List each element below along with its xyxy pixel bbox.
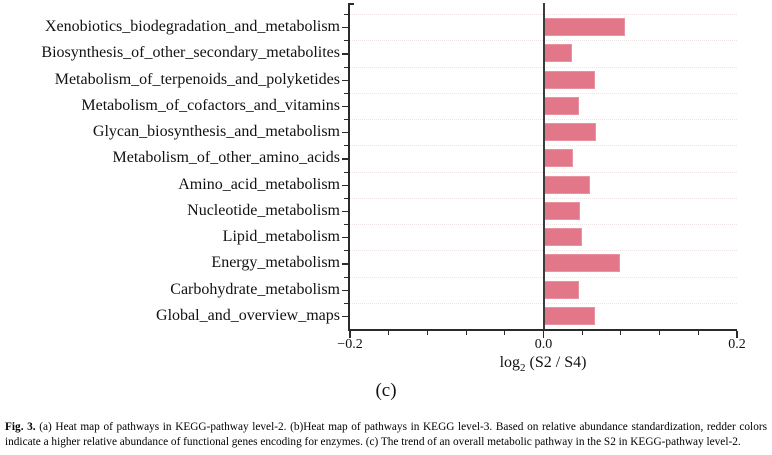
y-axis-top-cap [348, 3, 354, 5]
y-minor-tick [344, 197, 348, 199]
bar [543, 123, 596, 142]
y-minor-tick [344, 224, 348, 226]
x-minor-tick [465, 330, 467, 335]
bar [543, 280, 580, 299]
category-label: Global_and_overview_maps [156, 306, 340, 324]
figure-caption-prefix: Fig. 3. [5, 421, 36, 433]
x-axis-label-rest: (S2 / S4) [525, 354, 587, 371]
category-label: Glycan_biosynthesis_and_metabolism [92, 123, 340, 140]
category-label: Xenobiotics_biodegradation_and_metabolis… [44, 18, 340, 35]
y-major-tick [342, 289, 348, 291]
y-major-tick [342, 315, 348, 318]
bar [543, 306, 595, 325]
x-axis-label: log2 (S2 / S4) [443, 354, 643, 374]
category-label: Lipid_metabolism [222, 228, 340, 245]
y-minor-tick [344, 14, 348, 16]
y-major-tick [342, 105, 348, 108]
x-tick-label: 0.0 [534, 337, 553, 352]
category-label: Metabolism_of_terpenoids_and_polyketides [54, 70, 340, 88]
category-label: Amino_acid_metabolism [178, 175, 340, 193]
y-minor-tick [344, 119, 348, 121]
category-labels: Xenobiotics_biodegradation_and_metabolis… [0, 14, 340, 329]
bar [543, 44, 572, 63]
category-label: Nucleotide_metabolism [187, 201, 340, 219]
x-axis-label-subscript: 2 [520, 362, 526, 375]
x-minor-tick [504, 330, 506, 335]
y-axis-spine [348, 3, 350, 330]
category-label: Carbohydrate_metabolism [170, 280, 340, 298]
y-major-tick [342, 237, 348, 239]
bar [543, 149, 573, 168]
x-minor-tick [697, 330, 699, 335]
x-tick-label: −0.2 [337, 337, 363, 352]
x-minor-tick [659, 330, 661, 335]
zero-reference-line [543, 3, 545, 329]
y-minor-tick [344, 171, 348, 173]
y-minor-tick [344, 145, 348, 147]
bar-chart: Xenobiotics_biodegradation_and_metabolis… [0, 3, 746, 401]
bar [543, 228, 583, 247]
y-major-tick [342, 210, 348, 213]
figure-caption-text: (a) Heat map of pathways in KEGG-pathway… [5, 421, 767, 448]
x-tick-label: 0.2 [728, 337, 746, 352]
x-major-tick [542, 330, 545, 338]
x-axis-spine [348, 329, 737, 331]
x-axis-label-base: log [499, 354, 521, 371]
x-minor-tick [581, 330, 583, 335]
bar [543, 70, 595, 89]
bar [543, 201, 581, 220]
y-minor-tick [344, 66, 348, 68]
category-label: Metabolism_of_other_amino_acids [112, 149, 340, 167]
category-label: Biosynthesis_of_other_secondary_metaboli… [41, 44, 340, 62]
x-minor-tick [426, 330, 428, 335]
category-label: Energy_metabolism [211, 254, 340, 272]
y-minor-tick [344, 92, 348, 94]
y-major-tick [342, 158, 348, 160]
bar [543, 18, 625, 37]
y-minor-tick [344, 302, 348, 304]
y-major-tick [342, 79, 348, 81]
y-major-tick [342, 132, 348, 134]
category-label: Metabolism_of_cofactors_and_vitamins [81, 96, 340, 114]
x-major-tick [349, 330, 351, 338]
x-minor-tick [620, 330, 622, 335]
x-major-tick [736, 330, 738, 338]
y-major-tick [342, 263, 348, 265]
y-minor-tick [344, 276, 348, 278]
bar [543, 175, 590, 194]
bar [543, 254, 620, 273]
figure-caption: Fig. 3. (a) Heat map of pathways in KEGG… [5, 420, 767, 450]
y-major-tick [342, 53, 348, 55]
x-minor-tick [388, 330, 390, 335]
y-major-tick [342, 184, 348, 186]
y-major-tick [342, 27, 348, 29]
y-minor-tick [344, 250, 348, 252]
panel-label: (c) [375, 380, 397, 401]
bar [543, 96, 580, 115]
y-minor-tick [344, 40, 348, 42]
